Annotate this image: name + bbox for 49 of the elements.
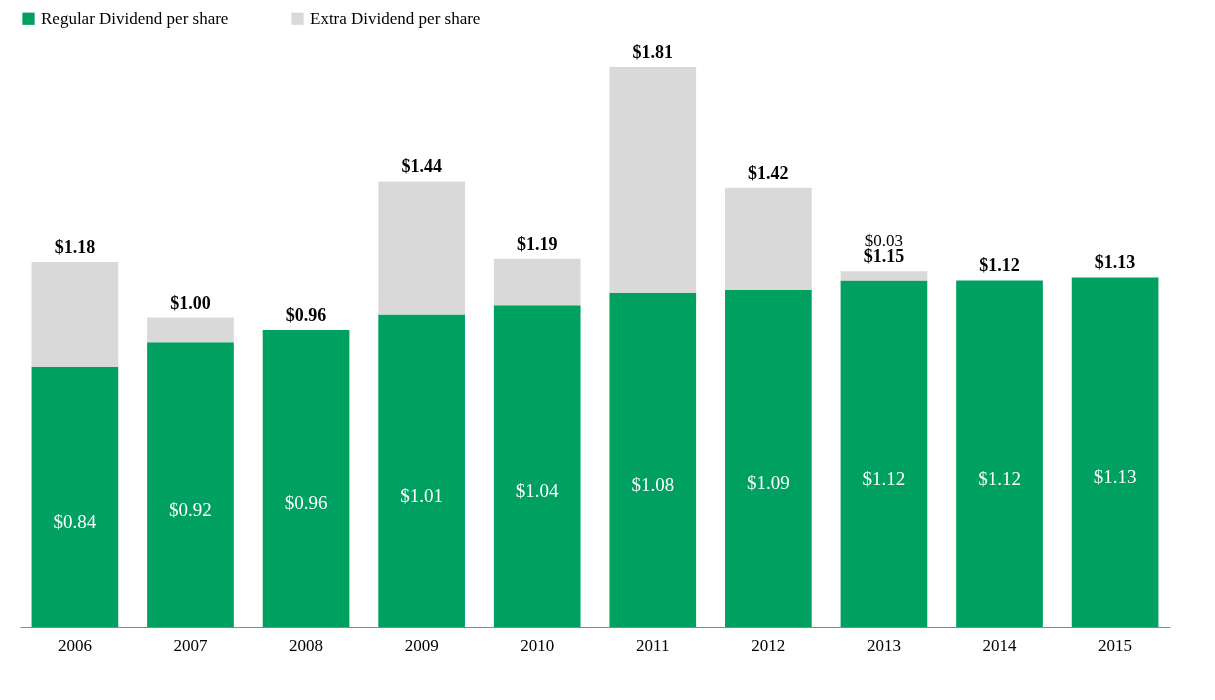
total-label: $1.19 bbox=[516, 233, 558, 254]
total-label: $1.15 bbox=[863, 246, 905, 267]
x-tick-label: 2006 bbox=[57, 635, 92, 655]
total-label: $1.00 bbox=[170, 292, 211, 313]
data-label: $1.12 bbox=[862, 467, 906, 489]
x-tick-label: 2015 bbox=[1098, 635, 1133, 655]
bar bbox=[493, 258, 581, 306]
bar bbox=[31, 367, 119, 627]
x-tick-label: 2012 bbox=[751, 635, 786, 655]
bar bbox=[147, 342, 234, 627]
bar bbox=[378, 314, 465, 627]
data-label: $1.12 bbox=[978, 467, 1021, 489]
total-label: $1.18 bbox=[54, 236, 96, 257]
bar bbox=[840, 271, 928, 281]
bar bbox=[609, 67, 697, 293]
data-label: $1.01 bbox=[400, 484, 444, 506]
data-label: $1.13 bbox=[1093, 466, 1137, 488]
x-tick-label: 2007 bbox=[173, 635, 208, 655]
data-label: $0.84 bbox=[53, 511, 97, 533]
x-tick-label: 2014 bbox=[982, 635, 1018, 655]
bar bbox=[1071, 277, 1159, 627]
x-tick-label: 2011 bbox=[636, 635, 670, 655]
legend-label: Regular Dividend per share bbox=[41, 8, 229, 28]
bar bbox=[725, 187, 812, 290]
x-tick-label: 2008 bbox=[289, 635, 324, 655]
x-tick-label: 2009 bbox=[404, 635, 439, 655]
total-label: $1.44 bbox=[401, 156, 442, 177]
x-tick-label: 2013 bbox=[866, 635, 901, 655]
x-tick-label: 2010 bbox=[520, 635, 555, 655]
total-label: $1.12 bbox=[979, 255, 1020, 276]
bar bbox=[378, 181, 465, 315]
data-label: $0.96 bbox=[284, 492, 328, 514]
data-label: $1.04 bbox=[515, 480, 560, 502]
total-label: $1.81 bbox=[632, 42, 674, 62]
total-label: $1.42 bbox=[748, 162, 789, 183]
bar bbox=[31, 261, 119, 368]
bar bbox=[147, 317, 234, 343]
data-label: $0.92 bbox=[169, 498, 212, 520]
bar bbox=[493, 305, 581, 627]
bar bbox=[262, 329, 350, 627]
total-label: $0.96 bbox=[285, 304, 327, 325]
data-label: $1.09 bbox=[746, 472, 790, 494]
bar bbox=[725, 289, 812, 627]
data-label: $1.08 bbox=[631, 473, 675, 495]
total-label: $1.13 bbox=[1094, 252, 1136, 273]
bar bbox=[840, 280, 928, 627]
bar bbox=[956, 280, 1043, 627]
legend-label: Extra Dividend per share bbox=[310, 8, 481, 28]
bar bbox=[609, 292, 697, 627]
